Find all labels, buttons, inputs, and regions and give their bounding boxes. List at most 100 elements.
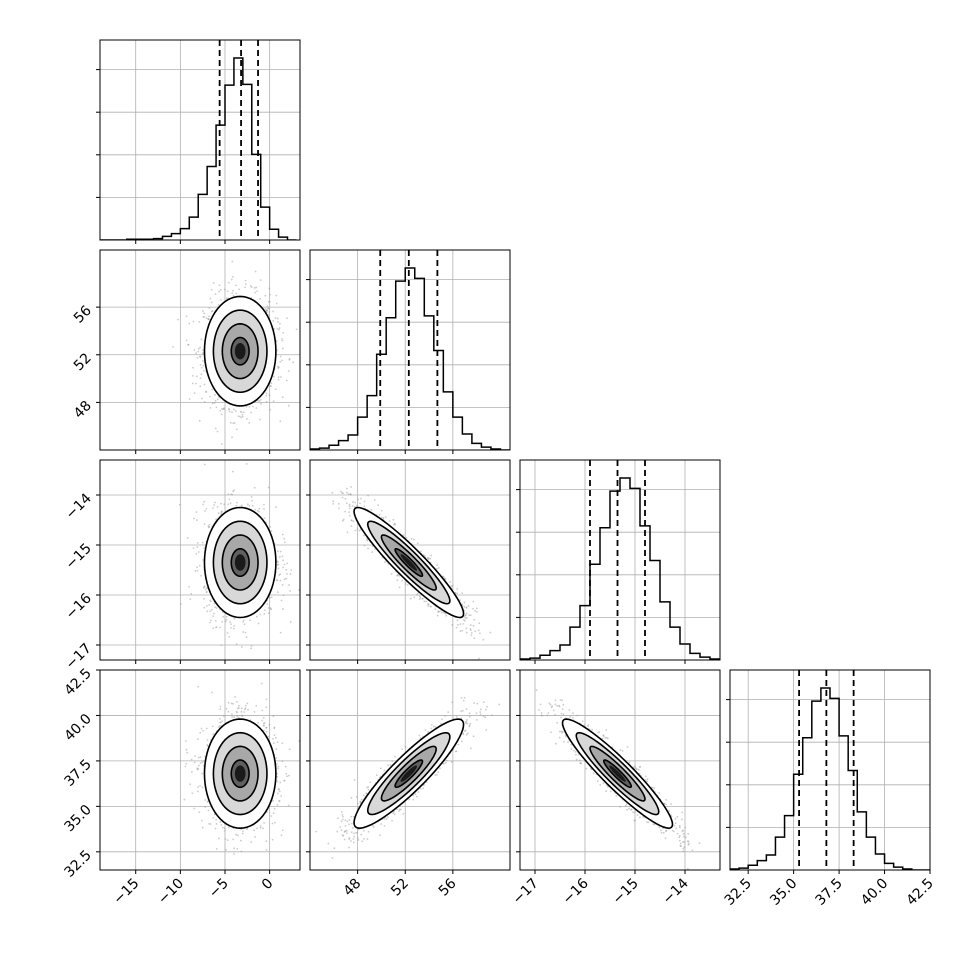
scatter-point bbox=[231, 275, 234, 278]
scatter-point bbox=[467, 605, 470, 607]
scatter-point bbox=[234, 696, 236, 698]
scatter-point bbox=[687, 867, 689, 870]
scatter-point bbox=[605, 729, 608, 731]
scatter-point bbox=[273, 327, 276, 330]
panel-0-0 bbox=[96, 39, 301, 244]
scatter-point bbox=[241, 715, 244, 718]
scatter-point bbox=[227, 493, 230, 496]
scatter-point bbox=[194, 570, 197, 572]
scatter-point bbox=[278, 328, 280, 331]
scatter-point bbox=[259, 297, 261, 300]
panel-3-2: −17 −16 −15 −14 bbox=[510, 669, 721, 908]
scatter-point bbox=[670, 803, 673, 805]
scatter-point bbox=[190, 592, 193, 595]
scatter-point bbox=[352, 501, 354, 503]
contour-line bbox=[221, 745, 259, 802]
scatter-point bbox=[216, 505, 219, 508]
scatter-point bbox=[342, 492, 344, 495]
scatter-point bbox=[350, 525, 353, 528]
scatter-point bbox=[208, 822, 210, 825]
scatter-point bbox=[665, 829, 668, 832]
scatter-point bbox=[273, 807, 276, 810]
scatter-point bbox=[199, 377, 202, 380]
scatter-point bbox=[561, 731, 563, 734]
scatter-point bbox=[271, 838, 274, 841]
scatter-point bbox=[478, 632, 481, 635]
scatter-point bbox=[206, 610, 209, 613]
scatter-point bbox=[199, 784, 201, 787]
scatter-point bbox=[217, 726, 220, 729]
scatter-point bbox=[348, 819, 351, 821]
scatter-point bbox=[191, 374, 194, 377]
scatter-point bbox=[412, 538, 415, 541]
histogram-2 bbox=[520, 477, 720, 660]
scatter-point bbox=[244, 631, 247, 634]
scatter-point bbox=[451, 701, 454, 704]
density-core bbox=[234, 765, 246, 782]
scatter-point bbox=[269, 526, 272, 528]
scatter-point bbox=[203, 523, 206, 526]
scatter-point bbox=[282, 594, 285, 597]
scatter-point bbox=[349, 492, 352, 495]
scatter-point bbox=[607, 785, 609, 788]
scatter-point bbox=[220, 413, 223, 416]
scatter-point bbox=[281, 396, 284, 399]
scatter-point bbox=[231, 716, 233, 718]
scatter-point bbox=[277, 765, 280, 768]
scatter-point bbox=[201, 772, 203, 775]
scatter-point bbox=[394, 755, 396, 758]
scatter-point bbox=[572, 712, 574, 714]
scatter-point bbox=[472, 607, 474, 610]
scatter-point bbox=[219, 708, 222, 711]
scatter-point bbox=[215, 822, 218, 825]
scatter-point bbox=[619, 749, 622, 752]
scatter-point bbox=[265, 848, 268, 851]
scatter-point bbox=[230, 713, 233, 715]
scatter-point bbox=[202, 559, 204, 561]
scatter-point bbox=[539, 703, 542, 706]
scatter-point bbox=[282, 331, 285, 334]
scatter-point bbox=[192, 320, 195, 323]
scatter-point bbox=[190, 758, 193, 761]
scatter-point bbox=[436, 773, 438, 776]
scatter-point bbox=[562, 703, 565, 706]
scatter-point bbox=[236, 715, 239, 718]
scatter-point bbox=[256, 290, 259, 293]
scatter-point bbox=[196, 566, 198, 569]
scatter-point bbox=[373, 499, 376, 501]
scatter-point bbox=[220, 824, 223, 826]
contour-line bbox=[230, 336, 250, 366]
scatter-point bbox=[251, 504, 254, 507]
scatter-point bbox=[479, 711, 482, 713]
scatter-2-1 bbox=[331, 486, 492, 660]
scatter-point bbox=[339, 826, 342, 828]
scatter-point bbox=[213, 612, 215, 615]
scatter-point bbox=[348, 846, 350, 849]
scatter-point bbox=[331, 857, 334, 859]
scatter-point bbox=[245, 636, 248, 639]
scatter-point bbox=[429, 605, 432, 608]
scatter-point bbox=[233, 716, 236, 718]
scatter-point bbox=[473, 637, 476, 640]
scatter-point bbox=[429, 557, 432, 560]
scatter-point bbox=[662, 827, 664, 830]
scatter-point bbox=[232, 838, 235, 841]
scatter-point bbox=[456, 588, 459, 590]
scatter-point bbox=[225, 707, 228, 710]
scatter-point bbox=[646, 821, 648, 823]
scatter-point bbox=[647, 821, 650, 824]
scatter-point bbox=[210, 288, 213, 291]
scatter-point bbox=[548, 702, 551, 705]
scatter-point bbox=[233, 852, 236, 855]
scatter-point bbox=[344, 824, 347, 827]
scatter-point bbox=[440, 722, 442, 725]
scatter-point bbox=[210, 301, 213, 304]
histogram-3 bbox=[730, 687, 930, 870]
scatter-point bbox=[634, 811, 636, 814]
scatter-point bbox=[470, 634, 473, 637]
scatter-point bbox=[208, 526, 211, 528]
density-core bbox=[234, 342, 246, 360]
scatter-point bbox=[262, 717, 265, 719]
scatter-point bbox=[465, 612, 468, 615]
scatter-point bbox=[263, 609, 266, 612]
